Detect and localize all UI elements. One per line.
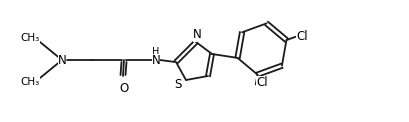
Text: N: N xyxy=(151,54,160,66)
Text: H: H xyxy=(152,47,159,57)
Text: N: N xyxy=(58,54,66,66)
Text: CH₃: CH₃ xyxy=(20,33,40,43)
Text: Cl: Cl xyxy=(295,30,307,43)
Text: Cl: Cl xyxy=(255,76,267,89)
Text: O: O xyxy=(119,81,128,95)
Text: N: N xyxy=(192,29,201,41)
Text: CH₃: CH₃ xyxy=(20,77,40,87)
Text: S: S xyxy=(174,78,181,92)
